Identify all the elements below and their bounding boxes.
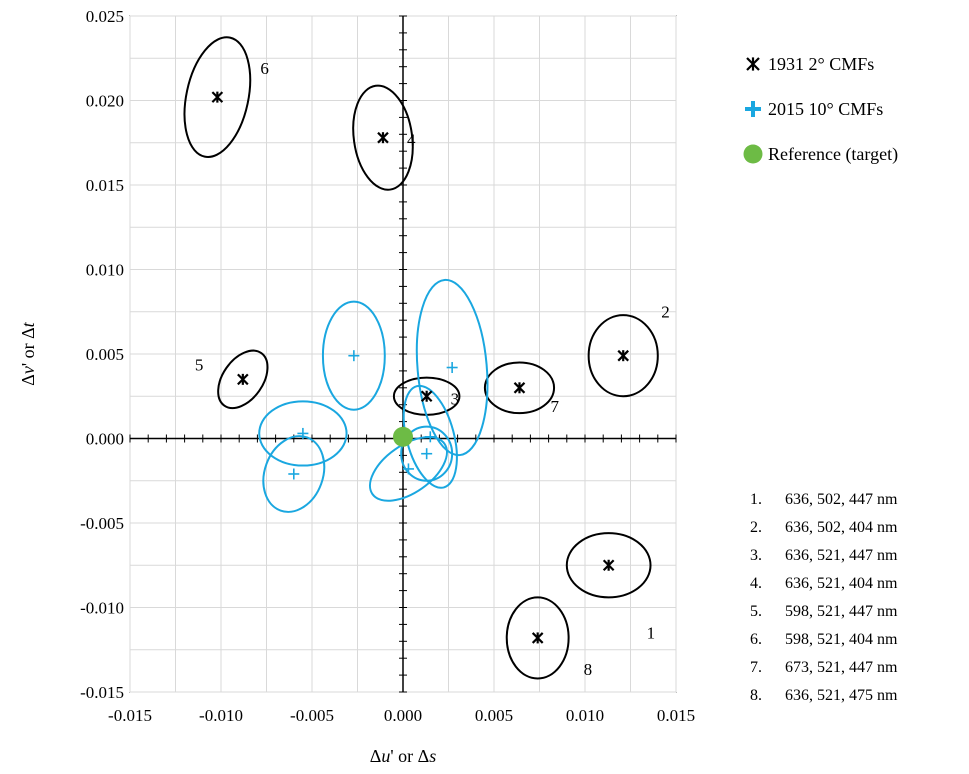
ellipse (483, 361, 556, 415)
legend-marker-1931 (746, 57, 760, 71)
annotation-number: 2. (750, 519, 762, 536)
ellipse (565, 532, 652, 599)
reference-point (393, 426, 413, 447)
ellipse (505, 596, 570, 680)
legend-entry-label: 1931 2° CMFs (768, 54, 874, 74)
data-point-2015 (421, 448, 433, 460)
point-label-4: 4 (407, 131, 416, 150)
annotation-text: 636, 521, 404 nm (785, 575, 898, 592)
data-point-2015 (402, 463, 414, 475)
y-tick-label: -0.010 (80, 599, 124, 618)
point-label-8: 8 (584, 660, 593, 679)
data-point-1931 (602, 559, 615, 572)
data-point-1931 (377, 131, 389, 144)
data-point-2015 (288, 468, 300, 480)
point-label-2: 2 (661, 303, 670, 322)
x-tick-label: 0.005 (475, 706, 513, 725)
point-label-1: 1 (647, 623, 656, 642)
y-tick-label: 0.010 (86, 261, 124, 280)
data-point-1931 (420, 390, 433, 403)
point-label-7: 7 (550, 397, 559, 416)
ellipse (352, 84, 414, 191)
x-tick-label: 0.010 (566, 706, 604, 725)
annotation-text: 673, 521, 447 nm (785, 659, 898, 676)
annotation-text: 598, 521, 447 nm (785, 603, 898, 620)
data-point-2015 (446, 362, 458, 374)
ellipse (368, 436, 448, 502)
x-tick-label: 0.000 (384, 706, 422, 725)
ellipse (258, 400, 348, 467)
x-tick-label: -0.015 (108, 706, 152, 725)
y-tick-label: 0.000 (86, 430, 124, 449)
annotation-text: 636, 502, 447 nm (785, 491, 898, 508)
annotation-number: 1. (750, 491, 762, 508)
annotation-number: 6. (750, 631, 762, 648)
annotation-text: 598, 521, 404 nm (785, 631, 898, 648)
annotation-number: 4. (750, 575, 762, 592)
x-tick-label: -0.010 (199, 706, 243, 725)
legend-marker-2015 (745, 101, 761, 117)
axis-titles: Δu' or Δs Δv' or Δt (18, 321, 436, 766)
point-label-6: 6 (260, 59, 269, 78)
tick-labels: -0.015 -0.010 -0.005 0.000 0.005 0.010 0.015 -0… (80, 7, 695, 725)
x-tick-label: 0.015 (657, 706, 695, 725)
annotation-number: 3. (750, 547, 762, 564)
x-axis-title: Δu' or Δs (370, 746, 436, 766)
legend-entry-label: Reference (target) (768, 144, 898, 165)
ellipse (321, 300, 386, 411)
data-point-1931 (531, 632, 544, 644)
data-point-2015 (297, 427, 309, 439)
ellipse (183, 36, 252, 158)
ellipse (262, 435, 326, 513)
legend-entry-label: 2015 10° CMFs (768, 99, 883, 119)
point-label-5: 5 (195, 355, 204, 374)
ellipses (183, 36, 659, 680)
data-point-1931 (237, 373, 249, 386)
x-tick-label: -0.005 (290, 706, 334, 725)
ellipse (400, 425, 454, 482)
markers (211, 91, 629, 644)
annotation-text: 636, 521, 475 nm (785, 687, 898, 704)
point-label-3: 3 (451, 389, 460, 408)
data-point-1931 (617, 349, 629, 362)
data-point-1931 (513, 382, 526, 394)
ellipse (587, 314, 659, 398)
y-tick-label: 0.025 (86, 7, 124, 26)
y-tick-label: 0.020 (86, 92, 124, 111)
annotation-text: 636, 502, 404 nm (785, 519, 898, 536)
y-tick-label: 0.015 (86, 176, 124, 195)
y-tick-label: -0.005 (80, 514, 124, 533)
annotation-number: 5. (750, 603, 762, 620)
annotation-list: 1. 636, 502, 447 nm 2. 636, 502, 404 nm 3. 63… (750, 491, 898, 704)
data-point-2015 (424, 431, 436, 443)
annotation-number: 7. (750, 659, 762, 676)
data-point-1931 (211, 91, 224, 103)
annotation-text: 636, 521, 447 nm (785, 547, 898, 564)
ellipse (415, 278, 489, 457)
data-point-2015 (348, 350, 360, 362)
y-tick-label: -0.015 (80, 683, 124, 702)
y-tick-label: 0.005 (86, 345, 124, 364)
y-axis-title: Δv' or Δt (18, 321, 38, 385)
point-labels: 1 2 3 4 5 6 7 8 (195, 59, 670, 679)
legend-marker-reference (743, 144, 763, 164)
ellipse (217, 349, 269, 410)
legend: 1931 2° CMFs 2015 10° CMFs Reference (targ… (743, 54, 898, 165)
annotation-number: 8. (750, 687, 762, 704)
